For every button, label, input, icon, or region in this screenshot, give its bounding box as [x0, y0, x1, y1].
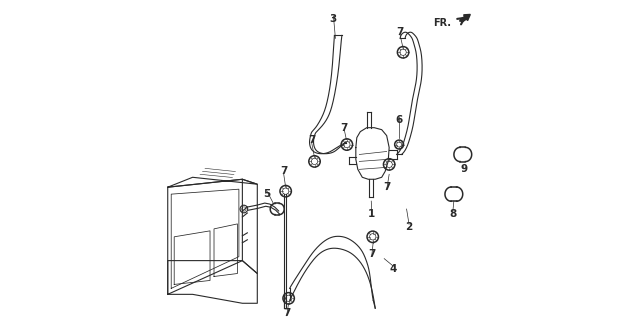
Text: 7: 7 — [341, 123, 348, 133]
Text: 7: 7 — [283, 308, 290, 318]
Text: 9: 9 — [460, 164, 468, 174]
Text: FR.: FR. — [433, 18, 452, 28]
Text: 7: 7 — [280, 166, 287, 176]
Text: 5: 5 — [263, 189, 271, 199]
Text: 2: 2 — [405, 222, 413, 232]
Text: 3: 3 — [330, 13, 337, 24]
Text: 8: 8 — [449, 209, 456, 219]
Text: 7: 7 — [383, 182, 390, 192]
FancyArrow shape — [460, 14, 470, 22]
Text: 1: 1 — [368, 209, 375, 219]
Text: 4: 4 — [389, 264, 397, 274]
Text: 7: 7 — [396, 28, 404, 37]
Text: 6: 6 — [396, 115, 403, 125]
Text: 7: 7 — [308, 135, 315, 145]
Text: 7: 7 — [368, 249, 375, 259]
